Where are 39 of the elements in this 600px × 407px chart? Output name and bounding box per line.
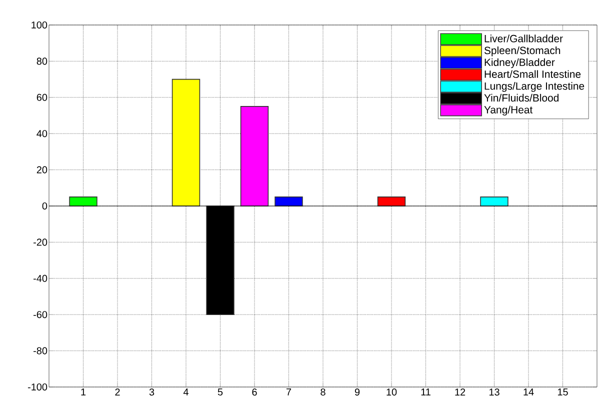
- x-tick-label: 5: [218, 388, 223, 396]
- bar: [69, 196, 98, 206]
- x-tick-label: 2: [115, 388, 120, 396]
- bar: [172, 78, 200, 206]
- x-tick-label: 15: [558, 388, 568, 396]
- y-tick-label: -60: [34, 311, 48, 318]
- x-tick-label: 7: [286, 388, 292, 396]
- y-tick-label: 40: [36, 130, 48, 138]
- x-tick-label: 8: [320, 388, 326, 396]
- y-tick-label: -80: [34, 347, 48, 354]
- y-tick-label: -40: [34, 274, 48, 282]
- bar: [377, 196, 406, 206]
- legend-label: Yang/Heat: [484, 106, 533, 116]
- x-tick-label: 9: [354, 388, 360, 396]
- bar: [480, 196, 508, 206]
- x-tick-label: 3: [149, 388, 154, 396]
- x-tick-label: 14: [524, 388, 534, 396]
- y-tick-label: 0: [42, 202, 48, 210]
- bar: [240, 106, 269, 206]
- x-tick-label: 6: [252, 388, 257, 396]
- legend-label: Spleen/Stomach: [484, 46, 560, 56]
- y-tick-label: 100: [32, 21, 48, 29]
- x-tick-label: 11: [421, 388, 430, 396]
- legend-label: Liver/Gallbladder: [484, 34, 563, 42]
- x-tick-label: 4: [183, 388, 188, 396]
- legend-label: Heart/Small Intestine: [484, 70, 581, 78]
- legend-label: Kidney/Bladder: [484, 58, 555, 68]
- x-tick-label: 10: [386, 388, 397, 396]
- y-tick-label: 80: [36, 58, 48, 65]
- y-tick-label: 20: [36, 166, 48, 174]
- x-tick-label: 12: [455, 388, 466, 396]
- x-tick-label: 1: [81, 388, 86, 396]
- y-tick-label: -20: [34, 238, 48, 246]
- x-tick-label: 13: [489, 388, 500, 396]
- legend-label: Lungs/Large Intestine: [484, 82, 584, 92]
- y-tick-label: 60: [36, 94, 48, 101]
- legend-label: Yin/Fluids/Blood: [484, 94, 558, 102]
- bar: [274, 196, 303, 206]
- y-tick-label: -100: [28, 383, 48, 391]
